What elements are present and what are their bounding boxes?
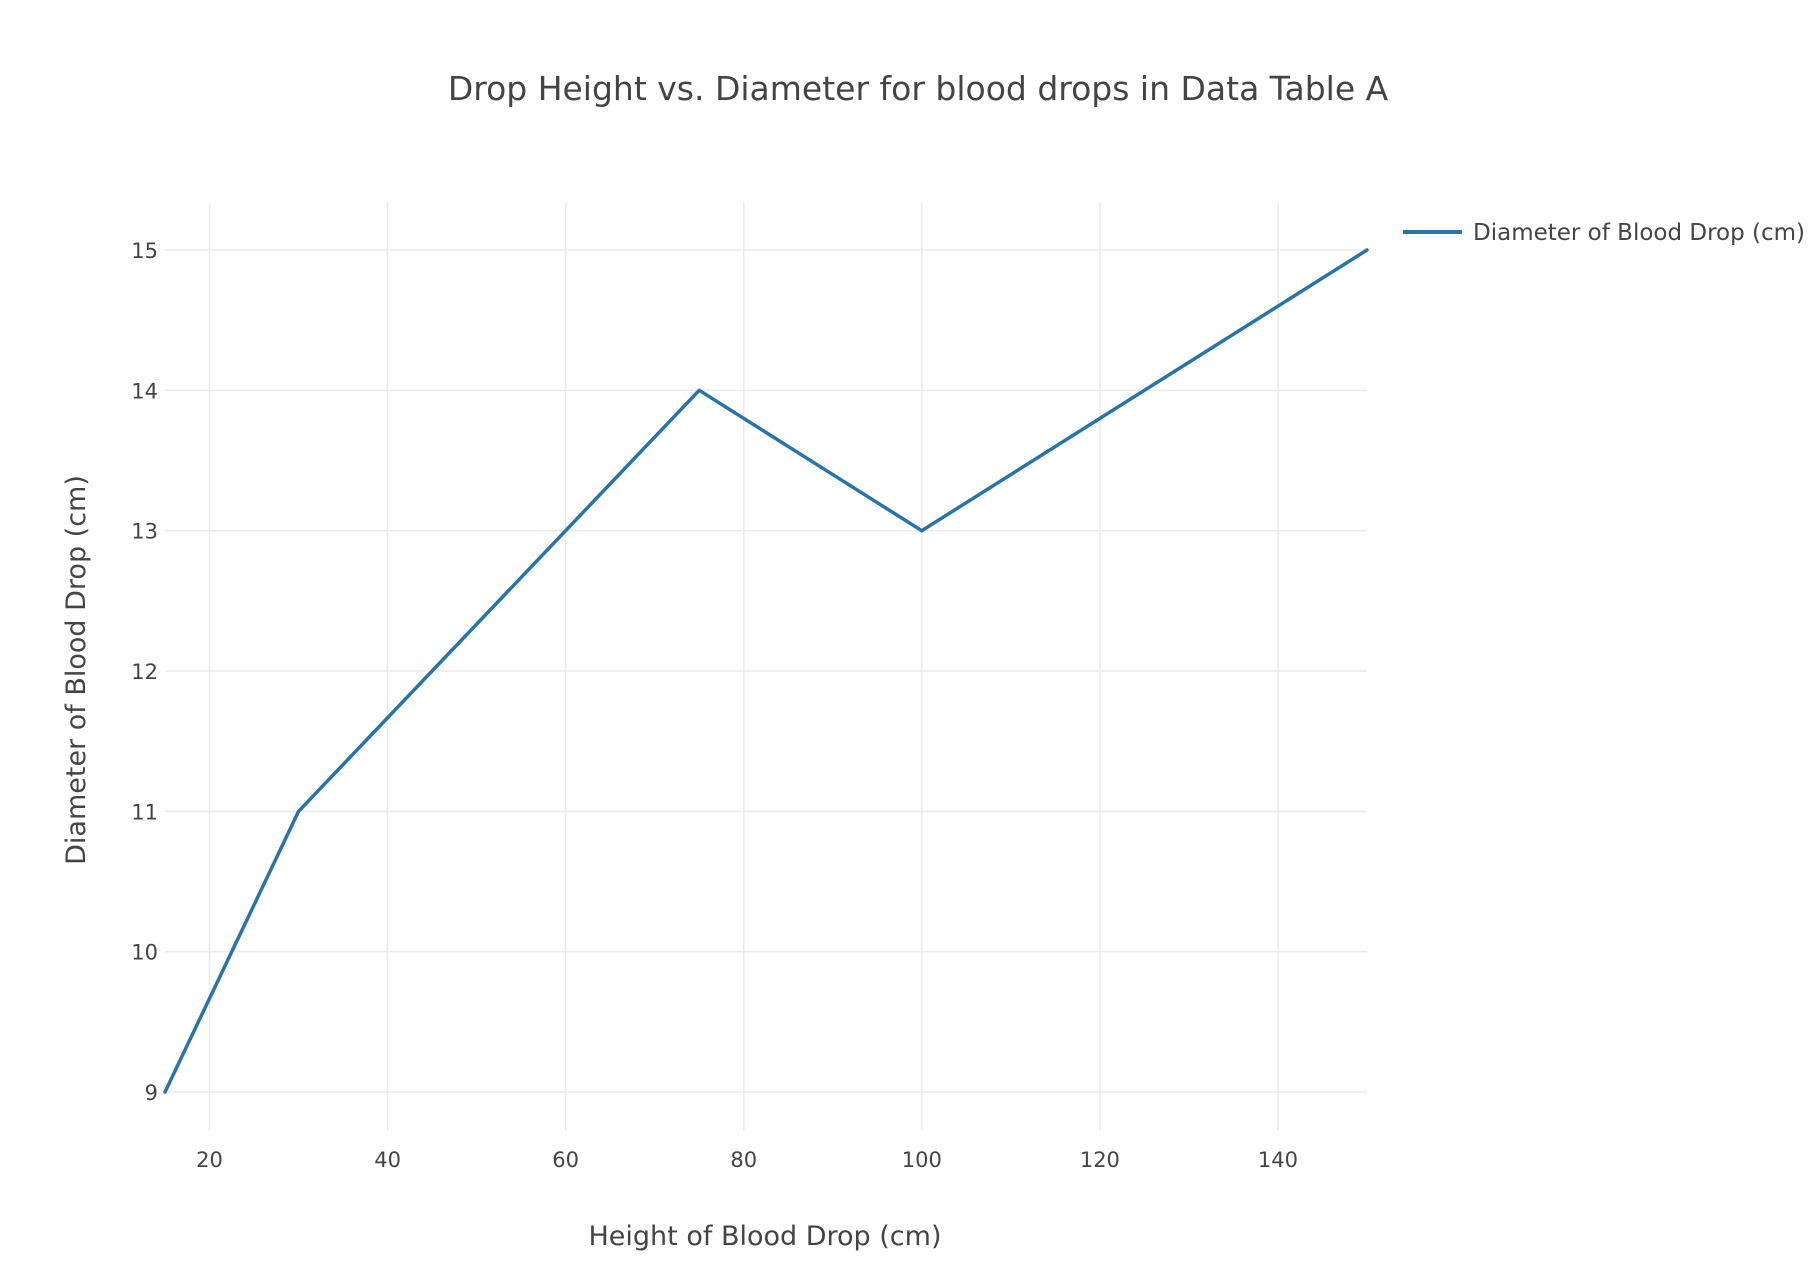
y-tick-label: 12 [131,660,158,684]
y-tick-label: 9 [145,1081,158,1105]
y-axis-title: Diameter of Blood Drop (cm) [61,475,92,865]
plot-area [163,248,1369,1094]
grid [165,203,1367,1130]
x-tick-label: 40 [374,1148,401,1172]
x-tick-label: 140 [1258,1148,1298,1172]
y-tick-label: 10 [131,941,158,965]
legend-label: Diameter of Blood Drop (cm) [1473,220,1805,246]
y-tick-labels: 9 10 11 12 13 14 15 [131,239,158,1105]
chart-title: Drop Height vs. Diameter for blood drops… [448,69,1389,108]
x-tick-labels: 20 40 60 80 100 120 140 [196,1148,1298,1172]
x-tick-label: 120 [1080,1148,1120,1172]
x-tick-label: 60 [552,1148,579,1172]
y-tick-label: 11 [131,800,158,824]
x-axis-title: Height of Blood Drop (cm) [589,1221,942,1252]
y-tick-label: 14 [131,379,158,403]
x-tick-label: 100 [902,1148,942,1172]
series-line[interactable] [163,248,1369,1094]
y-tick-label: 15 [131,239,158,263]
y-tick-label: 13 [131,520,158,544]
x-tick-label: 20 [196,1148,223,1172]
legend[interactable]: Diameter of Blood Drop (cm) [1403,220,1805,246]
x-tick-label: 80 [730,1148,757,1172]
